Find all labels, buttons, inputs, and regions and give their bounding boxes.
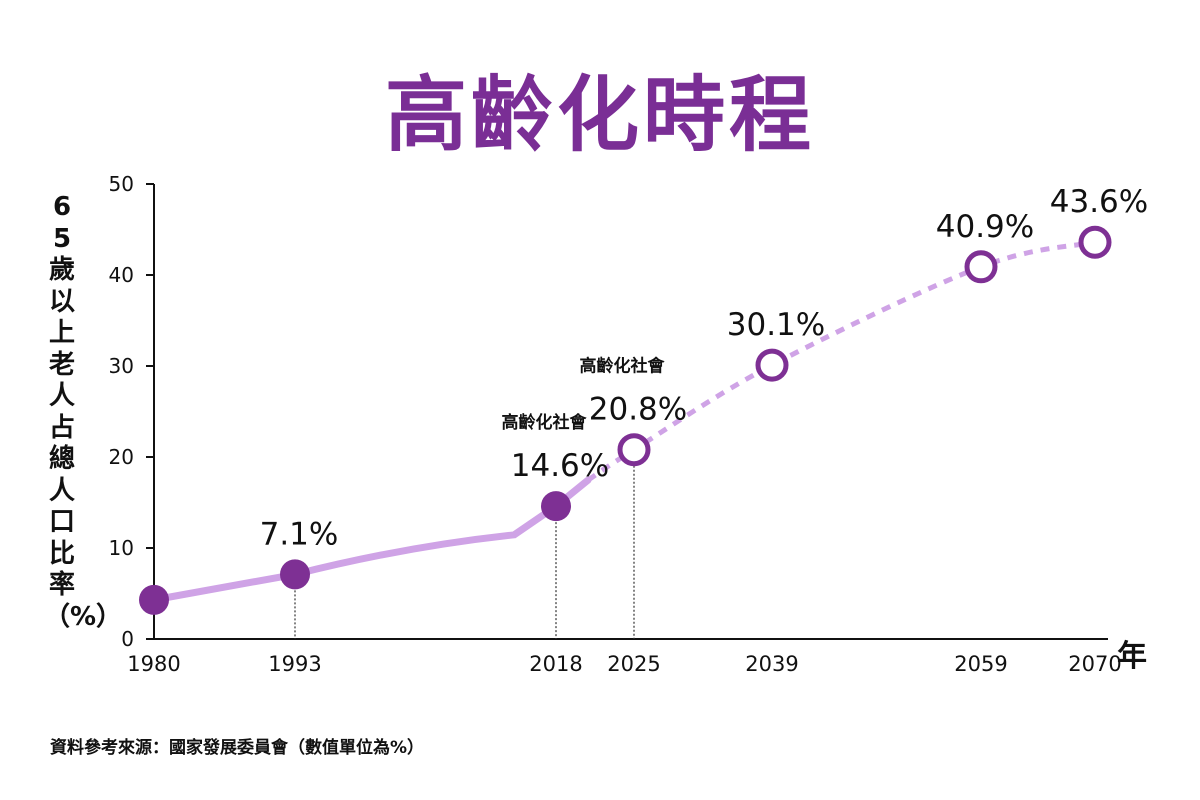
- data-point-open: [964, 250, 998, 284]
- data-label: 40.9%: [936, 209, 1034, 245]
- data-label: 7.1%: [260, 516, 339, 552]
- x-tick-label: 1993: [268, 652, 321, 676]
- x-axis-label: 年: [1117, 639, 1147, 674]
- y-tick-label: 10: [109, 536, 134, 560]
- y-tick-label: 30: [109, 354, 134, 378]
- y-ticks: 0 10 20 30 40 50: [109, 172, 154, 651]
- y-tick-label: 20: [109, 445, 134, 469]
- axes: [153, 184, 1108, 640]
- data-label: 43.6%: [1050, 184, 1148, 220]
- data-point-filled: [541, 491, 571, 522]
- x-tick-label: 2039: [745, 652, 798, 676]
- guide-lines: [294, 449, 635, 639]
- source-note: 資料參考來源：國家發展委員會（數值單位為%）: [50, 738, 425, 758]
- data-point-open: [1078, 225, 1112, 259]
- data-points: [139, 225, 1112, 615]
- data-label: 14.6%: [511, 448, 609, 484]
- data-label: 20.8%: [589, 392, 687, 428]
- x-tick-labels: 1980 1993 2018 2025 2039 2059 2070: [127, 652, 1121, 676]
- y-tick-label: 50: [109, 172, 134, 196]
- x-tick-label: 2018: [529, 652, 582, 676]
- data-label: 30.1%: [727, 307, 825, 343]
- y-tick-label: 0: [121, 627, 134, 651]
- data-point-filled: [280, 559, 310, 590]
- y-tick-label: 40: [109, 263, 134, 287]
- annotation-label: 高齡化社會: [502, 412, 588, 433]
- page-title: 高齡化時程: [384, 68, 815, 163]
- data-point-filled: [139, 584, 169, 615]
- annotation-label: 高齡化社會: [580, 356, 666, 377]
- x-tick-label: 2059: [954, 652, 1007, 676]
- data-point-open: [755, 348, 789, 382]
- x-tick-label: 2070: [1068, 652, 1121, 676]
- series-line-actual: [150, 476, 592, 604]
- x-tick-label: 2025: [607, 652, 660, 676]
- x-tick-label: 1980: [127, 652, 180, 676]
- data-point-open: [617, 433, 651, 467]
